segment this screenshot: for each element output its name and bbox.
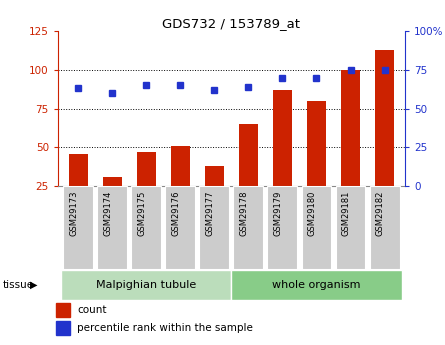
FancyBboxPatch shape <box>97 186 127 269</box>
FancyBboxPatch shape <box>61 270 231 299</box>
Bar <box>56 303 70 317</box>
Text: GSM29173: GSM29173 <box>69 190 78 236</box>
Text: GSM29179: GSM29179 <box>273 190 283 236</box>
Text: count: count <box>77 305 107 315</box>
Text: GSM29175: GSM29175 <box>138 190 146 236</box>
Bar <box>205 166 224 186</box>
Text: whole organism: whole organism <box>272 280 361 289</box>
Title: GDS732 / 153789_at: GDS732 / 153789_at <box>162 17 300 30</box>
Bar <box>341 70 360 186</box>
Bar <box>171 146 190 186</box>
FancyBboxPatch shape <box>231 270 401 299</box>
Text: GSM29174: GSM29174 <box>103 190 112 236</box>
Text: GSM29177: GSM29177 <box>206 190 214 236</box>
Text: GSM29176: GSM29176 <box>171 190 180 236</box>
Bar <box>137 152 156 186</box>
Bar <box>239 124 258 186</box>
Bar <box>56 321 70 335</box>
FancyBboxPatch shape <box>234 186 263 269</box>
FancyBboxPatch shape <box>302 186 332 269</box>
FancyBboxPatch shape <box>267 186 297 269</box>
FancyBboxPatch shape <box>63 186 93 269</box>
Text: percentile rank within the sample: percentile rank within the sample <box>77 323 253 333</box>
Bar <box>375 50 394 186</box>
Text: GSM29178: GSM29178 <box>239 190 248 236</box>
Text: tissue: tissue <box>2 280 33 289</box>
FancyBboxPatch shape <box>199 186 229 269</box>
Text: GSM29182: GSM29182 <box>376 190 384 236</box>
FancyBboxPatch shape <box>166 186 195 269</box>
Bar <box>307 101 326 186</box>
Bar <box>69 154 88 186</box>
Bar <box>103 177 121 186</box>
Text: Malpighian tubule: Malpighian tubule <box>96 280 196 289</box>
Text: GSM29180: GSM29180 <box>307 190 316 236</box>
Text: ▶: ▶ <box>30 280 38 289</box>
FancyBboxPatch shape <box>369 186 400 269</box>
Bar <box>273 90 292 186</box>
FancyBboxPatch shape <box>131 186 161 269</box>
FancyBboxPatch shape <box>336 186 365 269</box>
Text: GSM29181: GSM29181 <box>341 190 351 236</box>
